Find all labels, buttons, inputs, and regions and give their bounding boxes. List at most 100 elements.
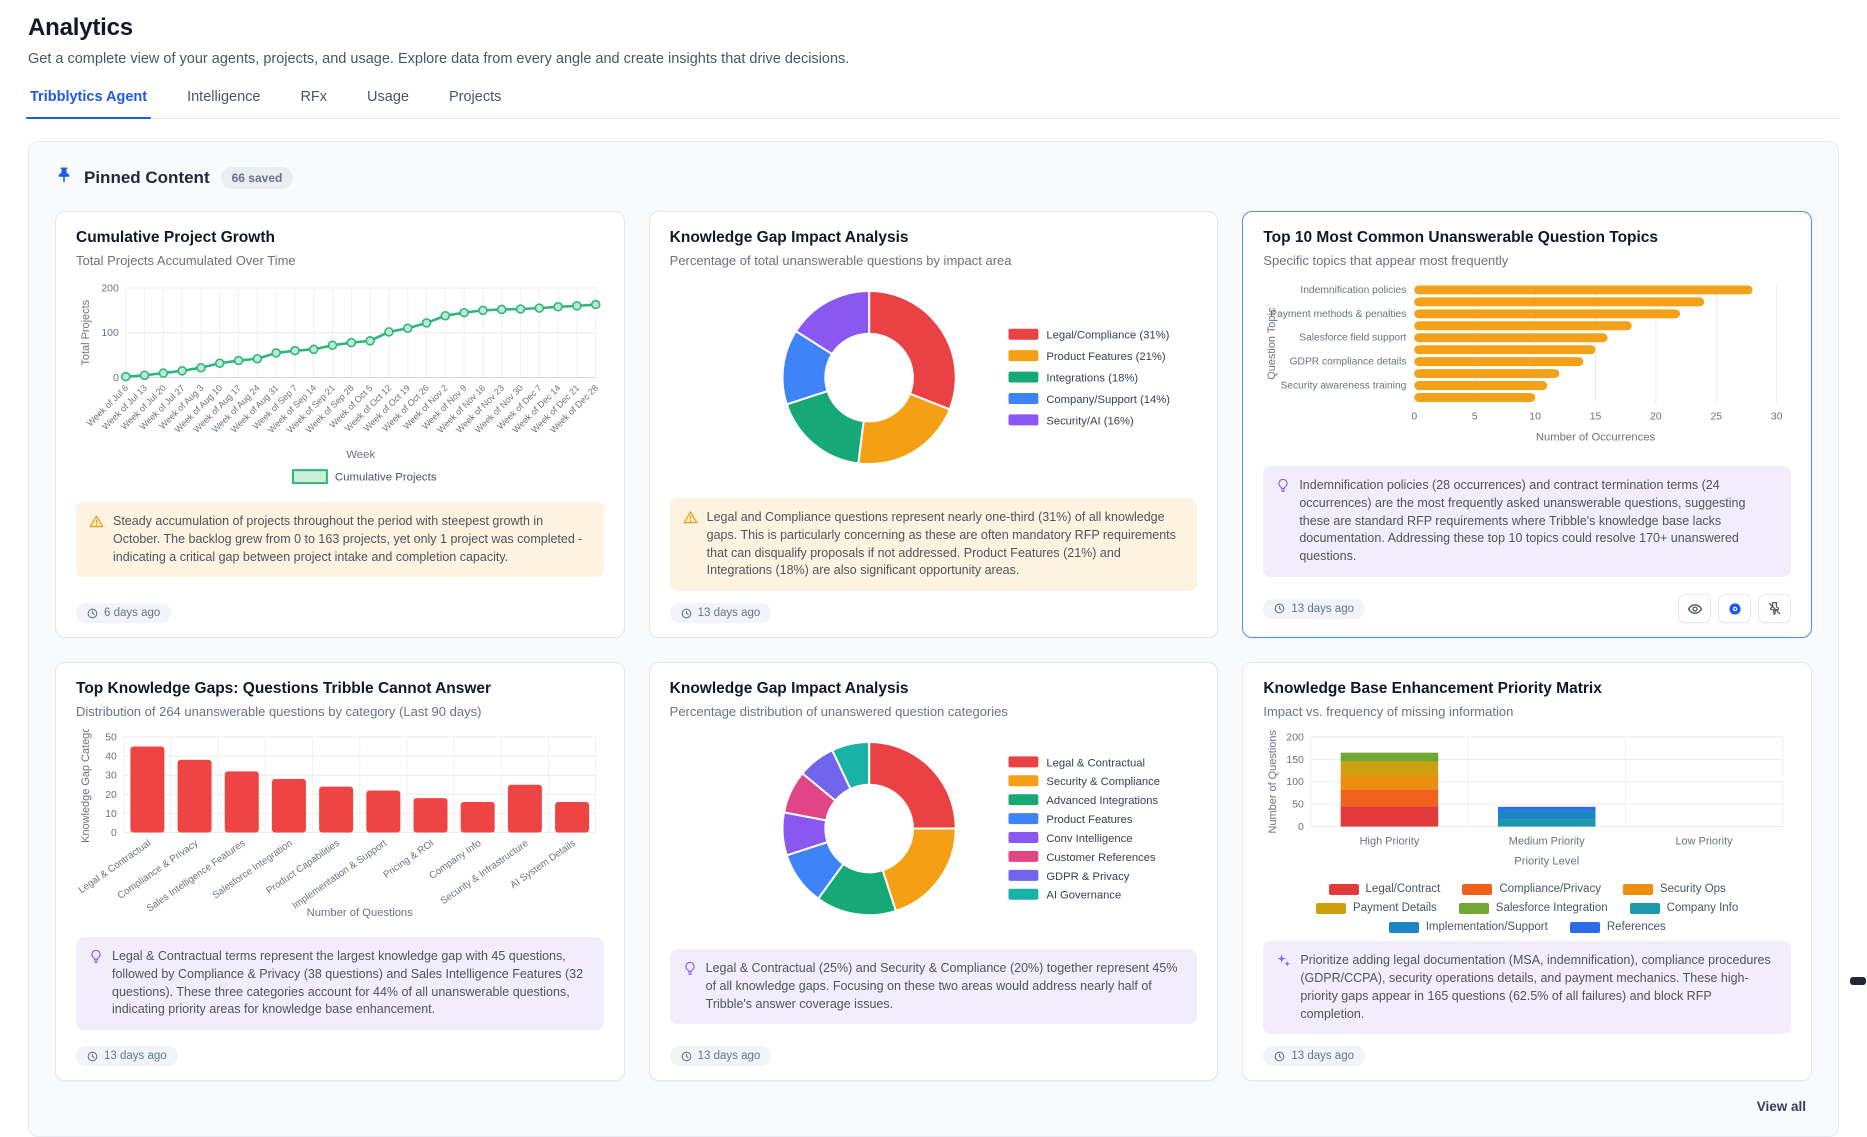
pushpin-icon xyxy=(55,166,73,189)
pinned-card-2[interactable]: Knowledge Gap Impact Analysis Percentage… xyxy=(648,211,1219,639)
legend-swatch xyxy=(1008,832,1039,844)
tab-rfx[interactable]: RFx xyxy=(300,89,328,105)
bar xyxy=(130,746,165,833)
data-point xyxy=(459,307,469,318)
tab-projects[interactable]: Projects xyxy=(448,89,502,105)
legend-item: Company Info xyxy=(1629,902,1738,914)
svg-text:Indemnification policies: Indemnification policies xyxy=(1301,285,1407,296)
data-point xyxy=(384,327,394,337)
card-footer: 13 days ago xyxy=(1263,582,1791,624)
timestamp-badge: 13 days ago xyxy=(76,1046,178,1067)
warning-triangle-icon xyxy=(683,511,697,524)
svg-text:Product Features: Product Features xyxy=(1046,814,1133,826)
tab-tribblytics-agent[interactable]: Tribblytics Agent xyxy=(25,89,152,119)
data-point xyxy=(421,318,432,328)
legend-swatch xyxy=(1008,869,1039,881)
callout-text: Prioritize adding legal documentation (M… xyxy=(1300,953,1771,1021)
legend-swatch xyxy=(1008,794,1039,806)
data-point xyxy=(177,366,187,376)
bar xyxy=(1414,297,1705,307)
stacked-bar-chart-area: 0 50 100 150 200 High Priority Medium Priority… xyxy=(1263,729,1791,933)
pinned-card-3[interactable]: Top 10 Most Common Unanswerable Question… xyxy=(1242,211,1812,639)
data-point xyxy=(590,299,601,310)
donut-chart: Legal & Contractual Security & Compliance… xyxy=(781,741,1160,917)
donut-chart-area: Legal/Compliance (31%) Product Features (… xyxy=(670,278,1198,490)
ai-eye-button[interactable] xyxy=(1718,594,1751,624)
svg-text:High Priority: High Priority xyxy=(1360,836,1420,848)
svg-text:Salesforce Integration: Salesforce Integration xyxy=(211,838,295,901)
svg-text:Priority Level: Priority Level xyxy=(1515,855,1580,867)
eye-button[interactable] xyxy=(1678,594,1711,624)
stack-segment xyxy=(1498,810,1596,820)
bar xyxy=(366,790,401,833)
svg-text:Compliance & Privacy: Compliance & Privacy xyxy=(116,838,201,902)
legend-swatch xyxy=(1008,328,1039,340)
timestamp-badge: 13 days ago xyxy=(1263,1046,1365,1067)
donut-segment xyxy=(830,741,870,791)
stack-segment xyxy=(1498,806,1596,811)
card-footer: 6 days ago xyxy=(76,591,604,624)
stack-segment xyxy=(1341,752,1439,762)
legend-swatch xyxy=(1008,392,1039,404)
svg-text:Payment methods & penalties: Payment methods & penalties xyxy=(1271,309,1407,320)
data-point xyxy=(196,362,206,373)
legend-swatch xyxy=(292,469,328,485)
pinned-content-title: Pinned Content xyxy=(84,167,210,187)
pinned-card-5[interactable]: Knowledge Gap Impact Analysis Percentage… xyxy=(648,662,1219,1082)
data-point xyxy=(214,358,225,369)
bar xyxy=(555,802,590,833)
svg-text:100: 100 xyxy=(101,328,119,339)
callout-icon xyxy=(1276,953,1291,1023)
donut-chart: Legal/Compliance (31%) Product Features (… xyxy=(781,289,1170,466)
svg-text:200: 200 xyxy=(1287,733,1305,744)
svg-text:25: 25 xyxy=(1711,411,1723,422)
bar xyxy=(1414,369,1560,379)
svg-text:Security/AI (16%): Security/AI (16%) xyxy=(1046,415,1134,427)
lightbulb-icon xyxy=(91,950,101,964)
svg-text:40: 40 xyxy=(105,752,117,763)
bar xyxy=(413,798,448,833)
svg-text:150: 150 xyxy=(1287,755,1305,766)
callout-text: Steady accumulation of projects througho… xyxy=(113,514,583,564)
legend-swatch xyxy=(1008,371,1039,383)
data-point xyxy=(534,303,545,313)
scrollbar-thumb[interactable] xyxy=(1850,977,1866,985)
callout-text: Legal & Contractual terms represent the … xyxy=(112,949,584,1017)
tab-usage[interactable]: Usage xyxy=(367,89,409,105)
view-all-link[interactable]: View all xyxy=(1756,1099,1806,1115)
insight-callout: Indemnification policies (28 occurrences… xyxy=(1263,466,1791,577)
clock-icon xyxy=(87,1051,98,1062)
svg-text:20: 20 xyxy=(1650,411,1662,422)
warning-triangle-icon xyxy=(89,515,104,528)
svg-text:Customer References: Customer References xyxy=(1046,852,1156,864)
card-title: Knowledge Base Enhancement Priority Matr… xyxy=(1263,680,1602,698)
pinned-content-header: Pinned Content 66 saved xyxy=(55,166,1812,189)
tab-intelligence[interactable]: Intelligence xyxy=(187,89,261,105)
svg-text:Knowledge Gap Catego: Knowledge Gap Catego xyxy=(80,729,92,843)
bar xyxy=(271,779,306,833)
timestamp-badge: 13 days ago xyxy=(669,1046,772,1067)
timestamp-badge: 6 days ago xyxy=(76,603,172,624)
svg-text:10: 10 xyxy=(105,809,117,820)
eye-icon xyxy=(1687,603,1702,614)
card-subtitle: Impact vs. frequency of missing informat… xyxy=(1263,704,1514,720)
svg-text:Salesforce field support: Salesforce field support xyxy=(1300,333,1407,344)
timestamp-text: 6 days ago xyxy=(104,607,161,620)
pinned-card-1[interactable]: Cumulative Project Growth Total Projects… xyxy=(55,211,625,639)
insight-callout: Steady accumulation of projects througho… xyxy=(76,502,604,578)
legend-item: Compliance/Privacy xyxy=(1462,883,1601,895)
unpin-button[interactable] xyxy=(1758,594,1791,624)
data-point xyxy=(271,348,281,358)
data-point xyxy=(572,301,582,311)
timestamp-text: 13 days ago xyxy=(104,1050,167,1063)
bar xyxy=(1414,321,1633,331)
clock-icon xyxy=(1274,1051,1285,1062)
card-subtitle: Percentage of total unanswerable questio… xyxy=(669,253,1012,268)
pinned-card-4[interactable]: Top Knowledge Gaps: Questions Tribble Ca… xyxy=(55,662,625,1082)
legend-swatch xyxy=(1008,888,1039,900)
insight-callout: Legal & Contractual (25%) and Security &… xyxy=(669,949,1198,1025)
svg-text:Question Topic: Question Topic xyxy=(1266,307,1278,380)
svg-text:10: 10 xyxy=(1530,411,1542,422)
pinned-card-6[interactable]: Knowledge Base Enhancement Priority Matr… xyxy=(1242,662,1812,1082)
tabs: Tribblytics Agent Intelligence RFx Usage Pro… xyxy=(25,89,1839,119)
